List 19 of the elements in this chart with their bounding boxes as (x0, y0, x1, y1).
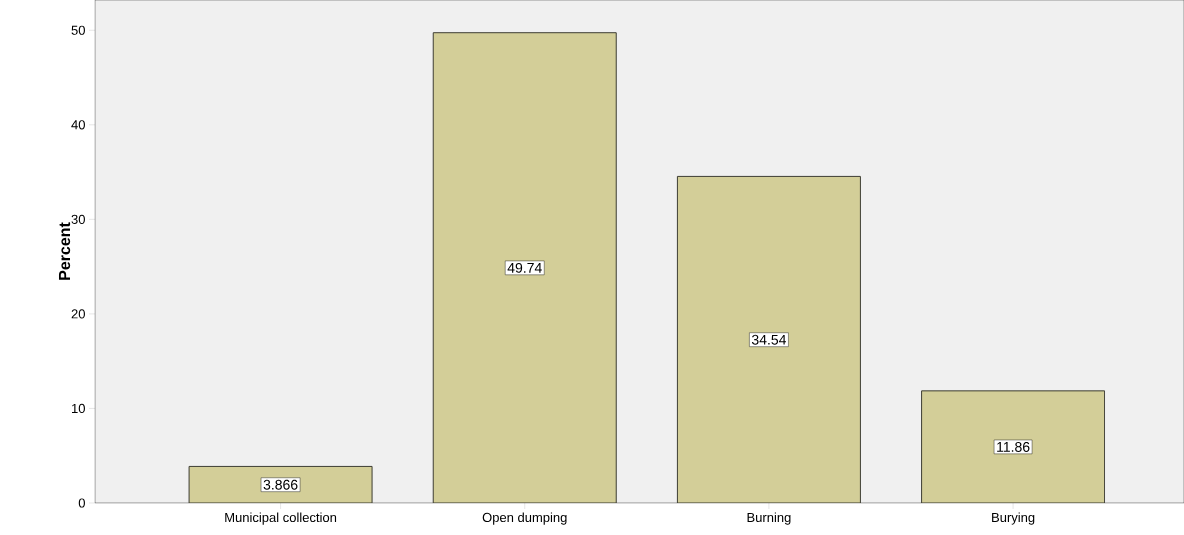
data-label: 11.86 (997, 441, 1030, 452)
data-label: 34.54 (751, 334, 787, 345)
y-axis-title: Percent (58, 222, 71, 280)
y-tick-label: 40 (71, 120, 85, 130)
bar (433, 32, 617, 503)
x-tick-label: Burning (747, 512, 791, 525)
y-tick-label: 20 (71, 309, 85, 319)
data-label: 49.74 (507, 262, 542, 273)
x-tick-label: Open dumping (482, 512, 567, 525)
y-tick-label: 30 (71, 214, 85, 224)
y-tick-label: 50 (71, 25, 85, 35)
x-tick-label: Burying (992, 512, 1035, 525)
data-label: 3.866 (263, 479, 298, 490)
y-tick-label: 0 (78, 498, 85, 508)
x-tick-label: Municipal collection (225, 512, 337, 525)
bar (188, 465, 373, 503)
bar (921, 390, 1106, 503)
bar (676, 175, 861, 503)
y-tick-label: 10 (72, 403, 85, 414)
